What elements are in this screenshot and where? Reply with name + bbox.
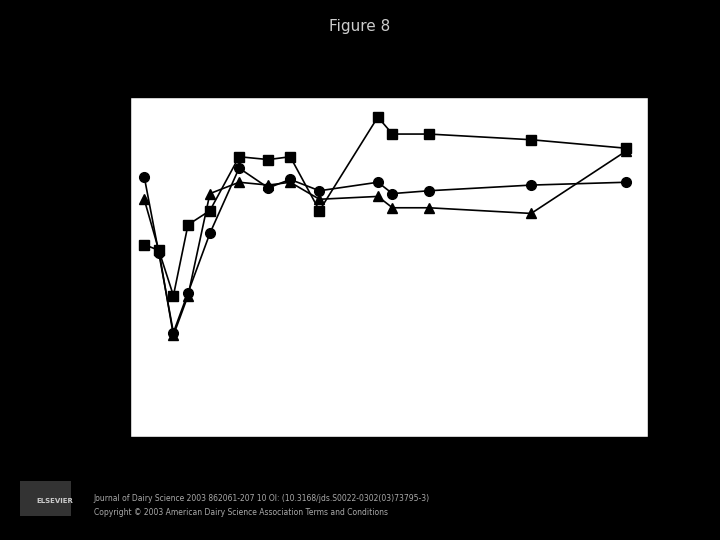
Text: Figure 8: Figure 8: [329, 19, 391, 34]
Text: ELSEVIER: ELSEVIER: [36, 498, 73, 504]
Text: Copyright © 2003 American Dairy Science Association Terms and Conditions: Copyright © 2003 American Dairy Science …: [94, 508, 387, 517]
Text: Journal of Dairy Science 2003 862061-207 10 OI: (10.3168/jds.S0022-0302(03)73795: Journal of Dairy Science 2003 862061-207…: [94, 494, 430, 503]
X-axis label: Days Postpartum: Days Postpartum: [302, 468, 476, 486]
Y-axis label: Serum PRL (ng/ml): Serum PRL (ng/ml): [81, 187, 96, 348]
